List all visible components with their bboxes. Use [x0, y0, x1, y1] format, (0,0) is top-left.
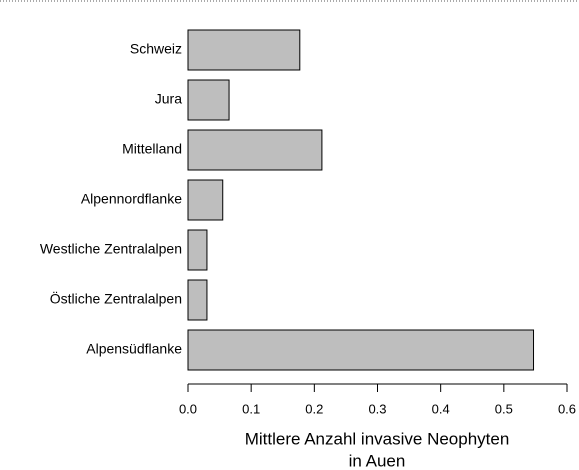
bar [187, 179, 224, 221]
x-tick-label: 0.6 [558, 401, 576, 416]
x-axis-label: Mittlere Anzahl invasive Neophyten [245, 429, 510, 448]
y-tick-label: Schweiz [130, 41, 182, 57]
y-tick-label: Jura [155, 91, 182, 107]
bar [187, 79, 230, 121]
x-tick-label: 0.1 [242, 401, 260, 416]
bar [187, 329, 535, 371]
bar [187, 279, 208, 321]
y-tick-label: Alpensüdflanke [86, 341, 182, 357]
bar [187, 129, 323, 171]
x-tick-label: 0.2 [305, 401, 323, 416]
bar [187, 229, 208, 271]
x-tick-label: 0.4 [432, 401, 450, 416]
y-tick-label: Mittelland [122, 141, 182, 157]
y-tick-label: Alpennordflanke [81, 191, 182, 207]
x-tick-label: 0.5 [495, 401, 513, 416]
x-tick-label: 0.3 [368, 401, 386, 416]
y-tick-label: Westliche Zentralalpen [40, 241, 182, 257]
bar [187, 29, 301, 71]
x-axis-label: in Auen [349, 451, 406, 470]
x-tick-label: 0.0 [179, 401, 197, 416]
y-tick-label: Östliche Zentralalpen [50, 290, 182, 307]
